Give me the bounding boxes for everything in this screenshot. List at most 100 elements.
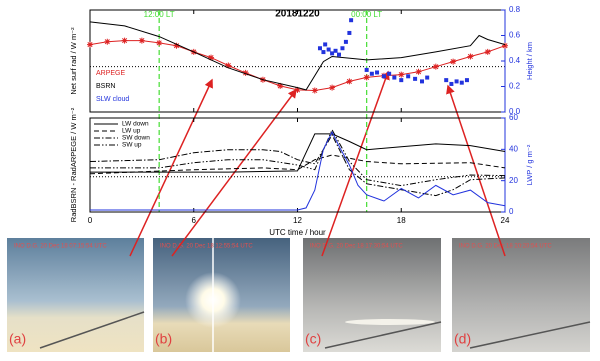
photo-label: (c): [305, 331, 321, 347]
cloud-point: [349, 18, 354, 23]
lt-label: 12:00 LT: [144, 10, 175, 19]
photo: [303, 238, 441, 352]
x-tick-label: 18: [397, 216, 406, 225]
halo: [345, 319, 435, 325]
photo-label: (b): [155, 331, 172, 347]
star-marker: [329, 84, 336, 91]
x-tick-label: 24: [501, 216, 510, 225]
star-marker: [104, 38, 111, 45]
star-marker: [363, 74, 370, 81]
star-marker: [294, 86, 301, 93]
star-marker: [450, 58, 457, 65]
cloud-point: [317, 46, 322, 51]
star-marker: [277, 82, 284, 89]
cloud-point: [381, 74, 386, 79]
cloud-point: [375, 70, 380, 75]
cloud-point: [420, 79, 424, 84]
star-marker: [502, 42, 508, 49]
x-tick-label: 0: [88, 216, 93, 225]
cloud-point: [330, 51, 335, 56]
photo-caption: INO D.G. 20 Dec 18 17:30:54 UTC: [310, 244, 403, 250]
star-marker: [484, 48, 491, 55]
plot-frame: [89, 9, 506, 113]
x-tick-label: 6: [192, 216, 197, 225]
photo: [452, 238, 590, 352]
series-line: [89, 40, 506, 92]
y2-axis-label: LWP / g m⁻²: [525, 144, 534, 185]
legend-label: SW down: [122, 135, 150, 142]
star-marker: [138, 37, 145, 44]
star-marker: [311, 87, 318, 94]
series-line: [89, 154, 506, 175]
legend-label: LW up: [122, 128, 141, 135]
y2-tick-label: 20: [509, 176, 518, 185]
series-line: [89, 21, 506, 91]
y-axis-label: Net surf rad / W m⁻²: [69, 27, 78, 95]
cloud-point: [413, 76, 418, 81]
cloud-point: [464, 78, 469, 83]
cloud-point: [326, 47, 331, 52]
y-axis-label: RadBSRN - RadARPEGE / W m⁻²: [69, 107, 78, 222]
star-marker: [346, 78, 353, 85]
photo-label: (a): [9, 331, 26, 347]
boardwalk: [324, 321, 442, 349]
star-marker: [208, 54, 215, 61]
y2-tick-label: 0.8: [509, 5, 521, 14]
star-marker: [156, 39, 163, 46]
legend-label: SLW cloud: [96, 96, 129, 103]
y2-tick-label: 0.2: [509, 82, 521, 91]
cloud-point: [321, 50, 326, 55]
cloud-point: [459, 80, 464, 85]
legend-label: ARPEGE: [96, 70, 126, 77]
cloud-point: [347, 30, 352, 35]
series-line: [90, 133, 506, 173]
lt-label: 00:00 LT: [351, 10, 382, 19]
photo: [7, 238, 144, 352]
y2-tick-label: 0: [509, 207, 514, 216]
legend-label: BSRN: [96, 83, 115, 90]
cloud-point: [399, 78, 404, 83]
boardwalk: [469, 321, 591, 349]
legend-label: SW up: [122, 142, 142, 149]
cloud-point: [364, 67, 369, 72]
cloud-point: [454, 79, 459, 84]
cloud-point: [343, 39, 348, 44]
star-marker: [121, 37, 128, 44]
photo-caption: INO D.G. 20 Dec 18 07:15:54 UTC: [14, 244, 107, 250]
legend-label: LW down: [122, 121, 149, 128]
star-marker: [242, 69, 249, 76]
arrow: [446, 84, 506, 257]
series-line: [90, 130, 506, 211]
cloud-point: [369, 71, 374, 76]
photos: INO D.G. 20 Dec 18 07:15:54 UTC INO D.G.…: [7, 238, 591, 352]
star-marker: [173, 42, 180, 49]
chart-title: 20181220: [275, 9, 320, 20]
photo-caption: INO D.G. 20 Dec 18 20:20:54 UTC: [459, 244, 552, 250]
cloud-point: [392, 75, 397, 80]
star-marker: [415, 68, 422, 75]
y2-axis-label: Height / km: [525, 42, 534, 80]
x-axis-label: UTC time / hour: [269, 228, 326, 237]
cloud-point: [323, 42, 328, 47]
y2-tick-label: 0.4: [509, 56, 521, 65]
arrows: [129, 70, 506, 257]
cloud-point: [406, 74, 411, 79]
y2-tick-label: 0.6: [509, 31, 521, 40]
photo-caption: INO D.G. 20 Dec 18 12:55:54 UTC: [160, 244, 253, 250]
plot-frame: [89, 117, 506, 213]
y2-tick-label: 60: [509, 113, 518, 122]
photo-label: (d): [454, 331, 471, 347]
star-marker: [467, 53, 474, 60]
cloud-point: [425, 75, 430, 80]
cloud-point: [340, 46, 345, 51]
star-marker: [432, 63, 439, 70]
star-marker: [87, 41, 93, 48]
star-marker: [225, 62, 232, 69]
y2-tick-label: 40: [509, 144, 518, 153]
arrow: [321, 70, 390, 257]
boardwalk: [39, 311, 145, 349]
star-marker: [398, 71, 405, 78]
arrow: [129, 78, 213, 257]
